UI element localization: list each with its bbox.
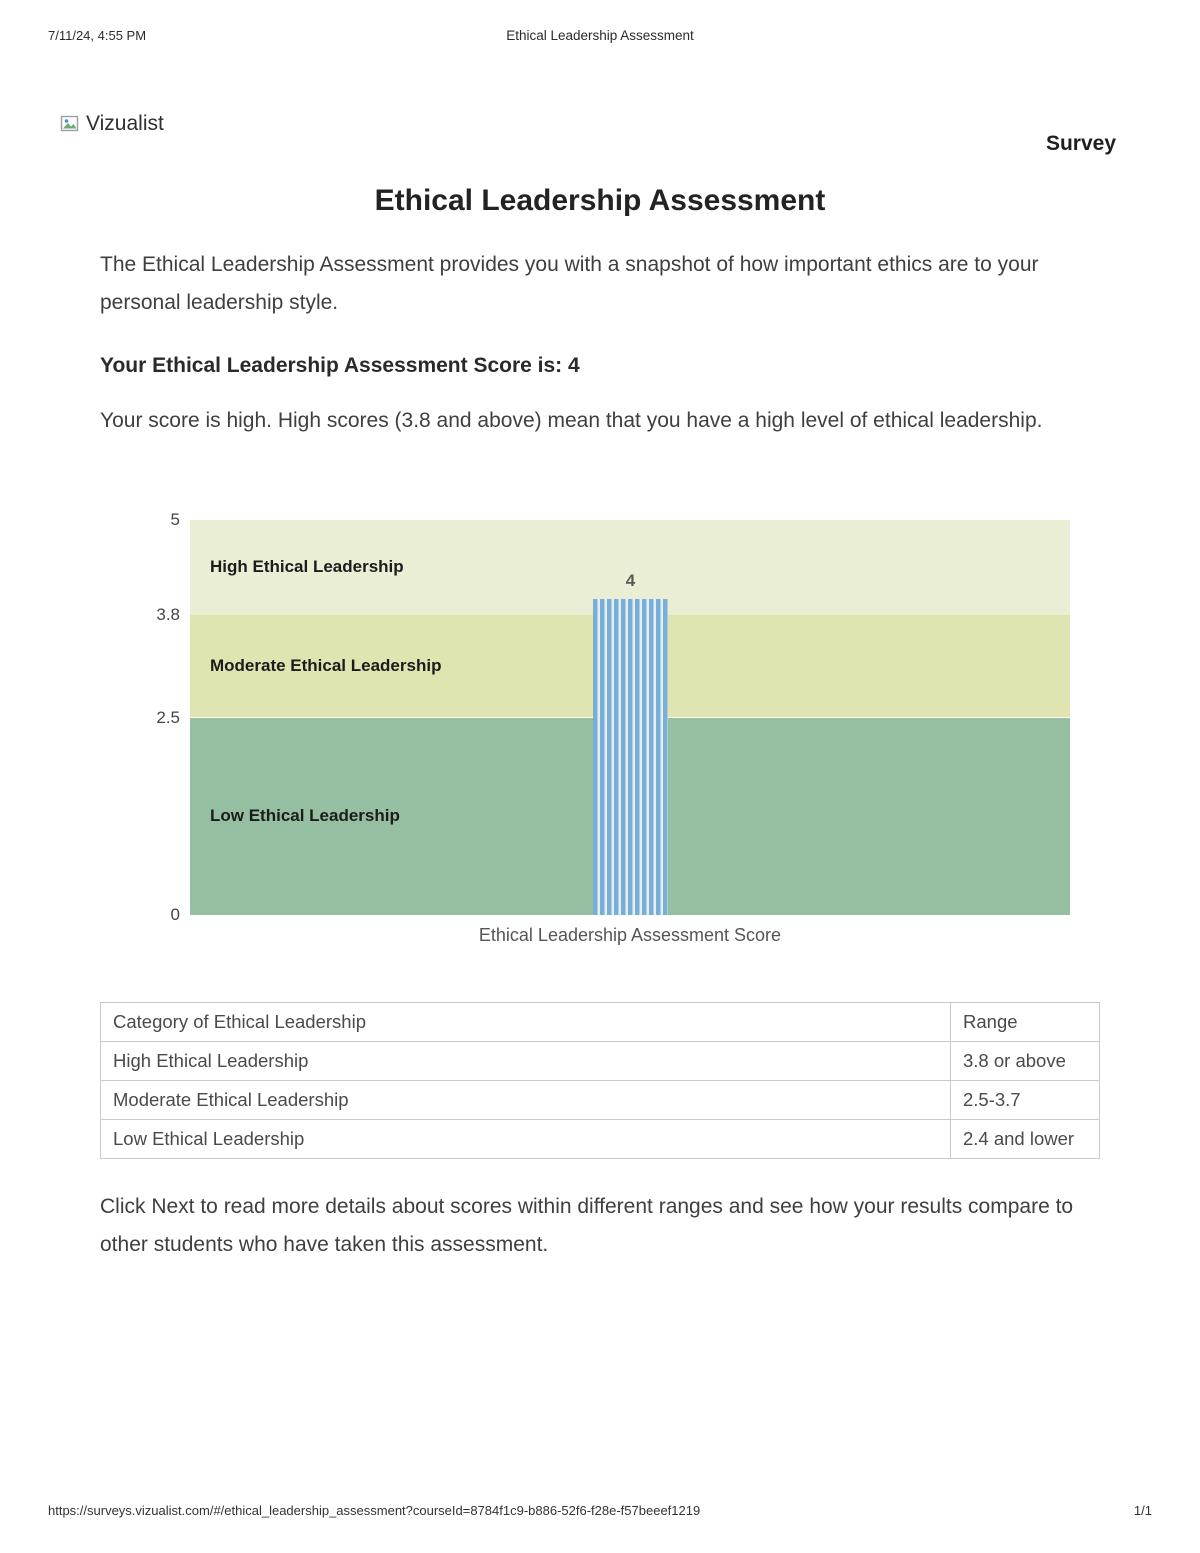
- y-axis-tick: 2.5: [156, 707, 180, 727]
- score-chart: High Ethical Leadership Moderate Ethical…: [156, 510, 1070, 924]
- band-label-high: High Ethical Leadership: [210, 557, 404, 577]
- table-row: Low Ethical Leadership 2.4 and lower: [100, 1119, 1100, 1159]
- score-bar: [593, 599, 668, 915]
- table-cell-range: 3.8 or above: [950, 1041, 1100, 1081]
- table-row: High Ethical Leadership 3.8 or above: [100, 1041, 1100, 1081]
- table-header-range: Range: [950, 1002, 1100, 1042]
- score-explanation: Your score is high. High scores (3.8 and…: [100, 409, 1043, 432]
- footer-page-number: 1/1: [1133, 1503, 1152, 1518]
- table-cell-category: Low Ethical Leadership: [100, 1119, 951, 1159]
- intro-paragraph: The Ethical Leadership Assessment provid…: [100, 253, 1039, 314]
- print-header-timestamp: 7/11/24, 4:55 PM: [48, 28, 147, 43]
- band-label-moderate: Moderate Ethical Leadership: [210, 656, 442, 676]
- next-instructions: Click Next to read more details about sc…: [100, 1195, 1074, 1256]
- vizualist-logo: Vizualist: [60, 112, 164, 136]
- band-label-low: Low Ethical Leadership: [210, 806, 400, 826]
- score-bar-label: 4: [625, 571, 636, 590]
- y-axis-tick: 5: [170, 510, 180, 529]
- ranges-table: Category of Ethical Leadership Range Hig…: [100, 1002, 1100, 1159]
- broken-image-icon: [60, 115, 81, 133]
- score-heading: Your Ethical Leadership Assessment Score…: [100, 354, 580, 377]
- table-cell-category: High Ethical Leadership: [100, 1041, 951, 1081]
- table-cell-range: 2.5-3.7: [950, 1080, 1100, 1120]
- footer-url: https://surveys.vizualist.com/#/ethical_…: [48, 1503, 701, 1518]
- table-header-category: Category of Ethical Leadership: [100, 1002, 951, 1042]
- table-cell-range: 2.4 and lower: [950, 1119, 1100, 1159]
- chart-band-high: High Ethical Leadership: [190, 520, 1070, 615]
- y-axis-tick: 0: [170, 905, 180, 924]
- print-header-title: Ethical Leadership Assessment: [506, 28, 694, 43]
- y-axis-tick: 3.8: [156, 604, 180, 624]
- x-axis-label: Ethical Leadership Assessment Score: [478, 925, 782, 945]
- table-header-row: Category of Ethical Leadership Range: [100, 1002, 1100, 1042]
- chart-plot-area: High Ethical Leadership Moderate Ethical…: [156, 510, 1070, 924]
- table-cell-category: Moderate Ethical Leadership: [100, 1080, 951, 1120]
- page-title: Ethical Leadership Assessment: [374, 184, 826, 217]
- survey-label: Survey: [1045, 132, 1116, 155]
- logo-alt-text: Vizualist: [86, 112, 164, 135]
- table-row: Moderate Ethical Leadership 2.5-3.7: [100, 1080, 1100, 1120]
